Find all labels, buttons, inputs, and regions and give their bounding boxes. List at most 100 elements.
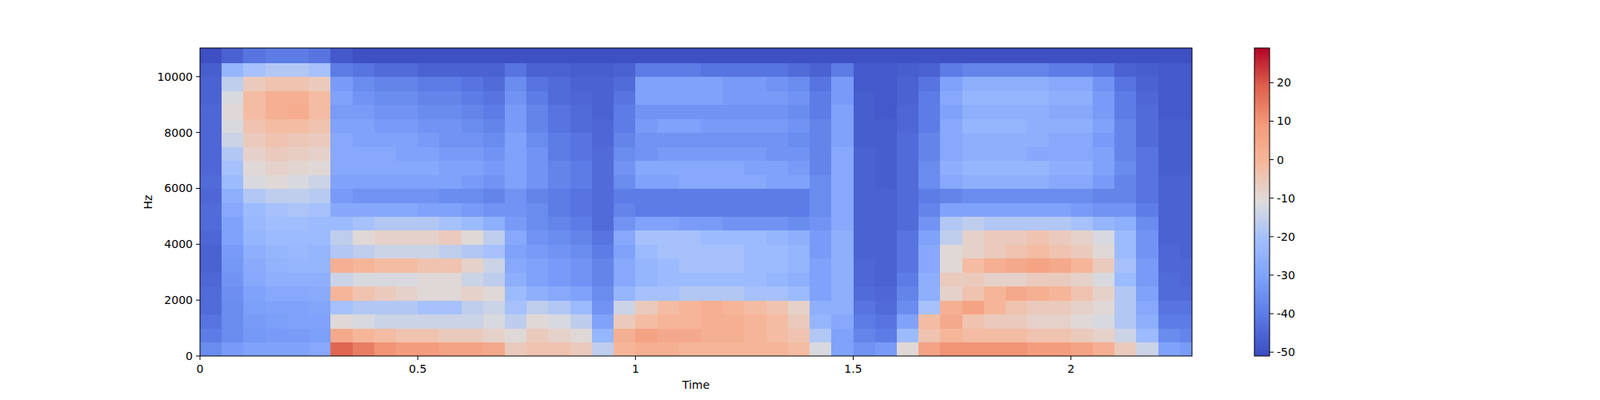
cell	[504, 244, 528, 259]
cell	[548, 216, 571, 231]
cell	[1092, 132, 1116, 148]
cell	[875, 202, 898, 217]
cell	[700, 118, 724, 133]
cell	[613, 272, 636, 287]
cell	[308, 104, 332, 120]
cell	[1114, 202, 1137, 217]
cell	[526, 48, 549, 64]
cell	[831, 286, 854, 301]
cell	[308, 188, 332, 203]
cell	[613, 230, 636, 245]
cell	[962, 216, 985, 231]
cell	[831, 188, 854, 203]
cell	[918, 48, 941, 64]
cell	[918, 286, 941, 301]
cell	[635, 230, 658, 245]
cell	[461, 90, 484, 105]
cell	[374, 48, 397, 64]
cell	[1114, 244, 1137, 259]
cell	[962, 286, 985, 301]
cell	[1180, 132, 1192, 148]
cell	[679, 258, 702, 273]
cell	[700, 132, 724, 148]
cell	[1158, 216, 1181, 231]
cell	[439, 160, 462, 176]
cell	[635, 118, 658, 133]
cell	[1005, 146, 1028, 161]
cell	[287, 328, 310, 343]
cell	[374, 286, 397, 301]
cell	[744, 76, 767, 92]
cell	[635, 216, 658, 231]
y-tick	[196, 188, 200, 189]
cell	[330, 76, 353, 92]
cell	[483, 118, 506, 133]
cell	[1114, 118, 1137, 133]
x-tick	[1070, 356, 1072, 360]
cell	[396, 244, 419, 259]
cell	[417, 342, 440, 356]
cell	[853, 188, 876, 203]
cell	[461, 118, 484, 133]
cell	[613, 160, 636, 176]
cell	[657, 314, 680, 329]
cell	[287, 314, 310, 329]
cell	[1114, 328, 1137, 343]
cell	[1180, 314, 1192, 329]
cell	[635, 76, 658, 92]
cell	[417, 76, 440, 92]
cell	[896, 132, 920, 148]
cell	[483, 314, 506, 329]
cell	[265, 76, 288, 92]
cell	[439, 244, 462, 259]
cell	[352, 286, 376, 301]
cell	[570, 48, 593, 64]
cell	[1071, 118, 1094, 133]
cell	[657, 146, 680, 161]
chart-root: 00.511.520200040006000800010000TimeHz-50…	[0, 0, 1600, 400]
cell	[592, 146, 615, 161]
cell	[439, 174, 462, 189]
cell	[396, 188, 419, 203]
cell	[1114, 104, 1137, 120]
cell	[831, 90, 854, 105]
cell	[1048, 342, 1072, 356]
cell	[918, 62, 941, 77]
cell	[417, 216, 440, 231]
cell	[1092, 202, 1116, 217]
cell	[766, 146, 789, 161]
cell	[679, 202, 702, 217]
cell	[766, 160, 789, 176]
cell	[221, 328, 244, 343]
y-tick	[196, 132, 200, 133]
cell	[221, 160, 244, 176]
cell	[483, 160, 506, 176]
cell	[265, 314, 288, 329]
cell	[396, 90, 419, 105]
y-tick	[196, 300, 200, 301]
cell	[308, 286, 332, 301]
cell	[679, 286, 702, 301]
cell	[875, 160, 898, 176]
cell	[831, 342, 854, 356]
cell	[308, 314, 332, 329]
cell	[592, 118, 615, 133]
cell	[1180, 188, 1192, 203]
cell	[396, 160, 419, 176]
cell	[700, 230, 724, 245]
y-tick-label: 8000	[164, 126, 193, 140]
cell	[853, 132, 876, 148]
cell	[1136, 160, 1159, 176]
cell	[1071, 286, 1094, 301]
cell	[1071, 160, 1094, 176]
cell	[287, 244, 310, 259]
cell	[788, 216, 811, 231]
cell	[221, 146, 244, 161]
y-tick	[196, 244, 200, 245]
cell	[875, 244, 898, 259]
cell	[570, 174, 593, 189]
cell	[1180, 48, 1192, 64]
cell	[984, 132, 1007, 148]
cell	[374, 118, 397, 133]
cell	[1158, 300, 1181, 315]
